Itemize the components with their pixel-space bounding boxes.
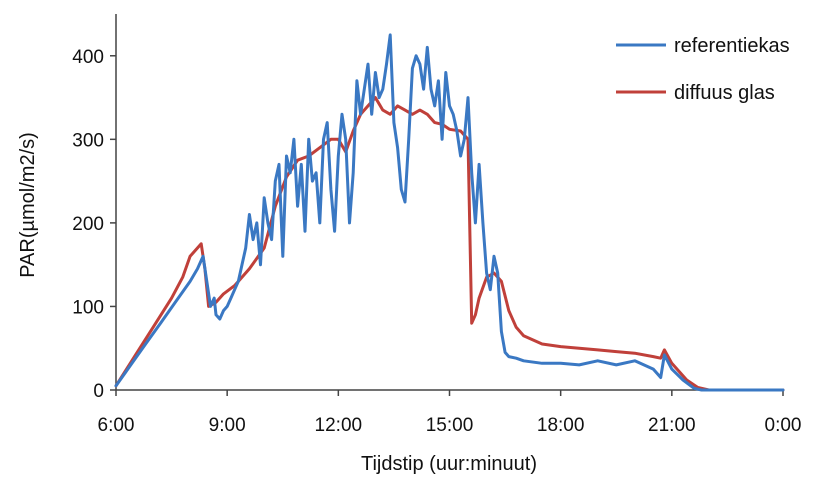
legend: referentiekas diffuus glas	[616, 35, 790, 104]
y-tick-label: 300	[72, 130, 104, 151]
x-tick-label: 9:00	[209, 415, 246, 436]
x-tick-label: 21:00	[648, 415, 696, 436]
series-line-referentiekas	[114, 33, 785, 392]
x-tick-label: 12:00	[315, 415, 363, 436]
axes	[115, 14, 783, 391]
y-tick-label: 400	[72, 47, 104, 68]
y-axis-title: PAR(µmol/m2/s)	[17, 132, 39, 278]
series-line-diffuus-glas	[114, 96, 785, 392]
x-ticks: 6:00 9:00 12:00 15:00 18:00 21:00 0:00	[98, 390, 802, 436]
x-tick-label: 15:00	[426, 415, 474, 436]
x-tick-label: 0:00	[765, 415, 802, 436]
x-tick-label: 6:00	[98, 415, 135, 436]
legend-label-diffuus-glas: diffuus glas	[674, 82, 775, 104]
series-layer	[114, 33, 785, 392]
x-axis-title: Tijdstip (uur:minuut)	[361, 453, 537, 475]
y-tick-label: 100	[72, 297, 104, 318]
legend-label-referentiekas: referentiekas	[674, 35, 790, 57]
y-ticks: 0 100 200 300 400	[72, 47, 116, 402]
y-tick-label: 200	[72, 214, 104, 235]
x-tick-label: 18:00	[537, 415, 585, 436]
y-tick-label: 0	[93, 381, 104, 402]
